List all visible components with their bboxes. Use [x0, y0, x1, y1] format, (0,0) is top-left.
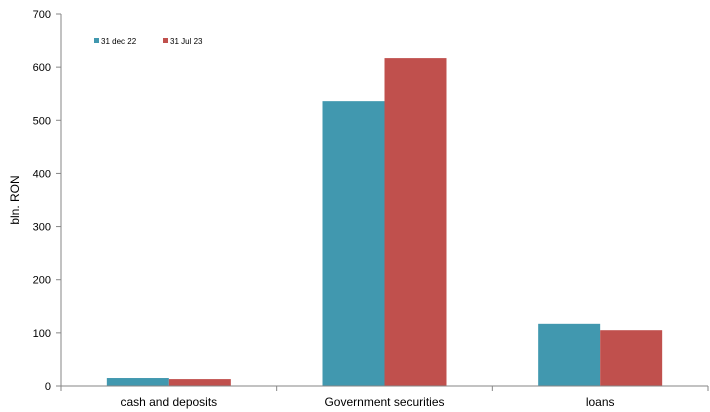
x-tick-label: loans	[586, 395, 615, 409]
bar-jul23-0	[168, 379, 231, 386]
bar-dec22-1	[322, 101, 385, 386]
bar-jul23-1	[384, 58, 447, 386]
y-tick-label: 200	[33, 275, 51, 287]
bar-jul23-2	[600, 330, 663, 386]
x-axis-ticks: cash and deposits Government securities lo…	[60, 386, 709, 409]
y-tick-label: 500	[33, 115, 51, 127]
legend-label: 31 dec 22	[101, 37, 137, 46]
legend-label: 31 Jul 23	[170, 37, 203, 46]
y-axis-ticks: 0 100 200 300 400 500 600 700	[33, 9, 61, 393]
y-tick-label: 400	[33, 168, 51, 180]
y-tick-label: 700	[33, 9, 51, 21]
bars	[106, 58, 663, 386]
y-tick-label: 0	[45, 381, 51, 393]
bar-dec22-0	[106, 378, 169, 386]
bar-dec22-2	[538, 323, 601, 386]
y-tick-label: 600	[33, 62, 51, 74]
x-tick-label: cash and deposits	[120, 395, 217, 409]
legend-swatch	[94, 38, 99, 43]
y-tick-label: 300	[33, 222, 51, 234]
y-tick-label: 100	[33, 328, 51, 340]
legend-swatch	[163, 38, 168, 43]
y-axis-label: bln. RON	[8, 175, 22, 224]
x-tick-label: Government securities	[324, 395, 444, 409]
legend: 31 dec 22 31 Jul 23	[94, 37, 203, 46]
